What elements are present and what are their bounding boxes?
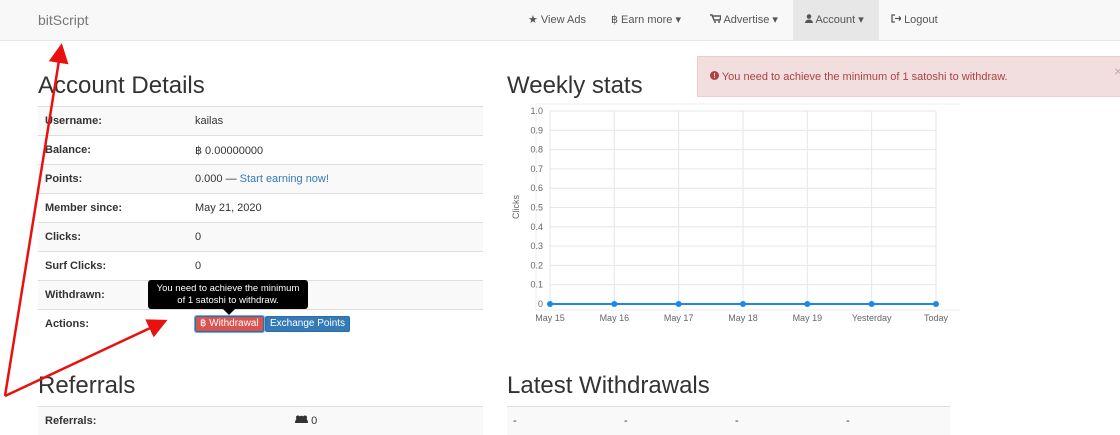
row-value: 0 bbox=[295, 415, 317, 427]
alert-body: You need to achieve the minimum of 1 sat… bbox=[710, 71, 1008, 83]
cell: - bbox=[624, 415, 628, 427]
cell: - bbox=[513, 415, 517, 427]
arrow bbox=[4, 319, 168, 398]
point bbox=[933, 301, 939, 307]
alert: You need to achieve the minimum of 1 sat… bbox=[697, 56, 1120, 97]
point bbox=[804, 301, 811, 307]
tooltip-arrow bbox=[223, 309, 235, 315]
table-row: Member since: May 21, 2020 bbox=[38, 193, 483, 222]
value-text: 0 bbox=[195, 231, 202, 243]
table-row: Points: 0.000 — Start earning now! bbox=[38, 164, 483, 193]
nav-view-ads[interactable]: ★ View Ads bbox=[528, 14, 586, 26]
x-tick-label: Today bbox=[924, 313, 949, 323]
table-row: Referrals: 0 bbox=[38, 406, 483, 435]
point bbox=[547, 301, 553, 307]
row-label: Points: bbox=[45, 173, 83, 185]
users-icon bbox=[295, 415, 308, 423]
row-value: kailas bbox=[195, 115, 223, 127]
cart-icon bbox=[710, 14, 722, 23]
row-value: ฿ 0.00000000 bbox=[195, 144, 263, 157]
y-axis-label: Clicks bbox=[511, 195, 521, 219]
value-text: ฿ 0.00000000 bbox=[195, 145, 264, 157]
table-row: Surf Clicks: 0 bbox=[38, 251, 483, 280]
button[interactable]: Exchange Points bbox=[265, 316, 351, 332]
nav-label: Account bbox=[815, 14, 856, 26]
y-tick-label: 0.2 bbox=[530, 260, 543, 270]
point bbox=[868, 301, 875, 307]
y-tick-label: 0.8 bbox=[530, 145, 543, 155]
nav-label: Advertise bbox=[723, 14, 770, 26]
value-text: kailas bbox=[195, 115, 224, 127]
navbar: bitScript ★ View Ads ฿ Earn more ▾ Adver… bbox=[0, 0, 1120, 41]
x-tick-label: May 18 bbox=[728, 313, 758, 323]
table-row: Username: kailas bbox=[38, 106, 483, 135]
cell: - bbox=[846, 415, 850, 427]
row-value: May 21, 2020 bbox=[195, 202, 262, 214]
value-text: 0 bbox=[195, 260, 202, 272]
x-tick-label: May 19 bbox=[793, 313, 823, 323]
cell: - bbox=[735, 415, 739, 427]
tooltip-line: of 1 satoshi to withdraw. bbox=[177, 295, 279, 306]
button[interactable]: ฿ Withdrawal bbox=[195, 316, 264, 332]
tooltip-line: You need to achieve the minimum bbox=[156, 283, 300, 294]
y-tick-label: 0.3 bbox=[530, 241, 543, 251]
table-row: Actions: ฿ Withdrawal Exchange Points bbox=[38, 309, 483, 338]
user-icon bbox=[805, 14, 813, 23]
y-tick-label: 0.1 bbox=[530, 280, 543, 290]
nav-earn-more[interactable]: ฿ Earn more ▾ bbox=[611, 14, 681, 26]
row-label: Surf Clicks: bbox=[45, 260, 107, 272]
point bbox=[740, 301, 746, 307]
referral-count: 0 bbox=[311, 415, 318, 427]
row-label: Clicks: bbox=[45, 231, 82, 243]
alert-icon bbox=[710, 71, 719, 80]
value-text: May 21, 2020 bbox=[195, 202, 262, 214]
nav-label: View Ads bbox=[540, 14, 586, 26]
section-title: Latest Withdrawals bbox=[507, 372, 710, 399]
x-tick-label: May 17 bbox=[664, 313, 694, 323]
table-row: - - - - bbox=[507, 406, 950, 435]
point bbox=[611, 301, 618, 307]
nav-logout[interactable]: Logout bbox=[879, 0, 950, 40]
y-tick-label: 0.7 bbox=[530, 164, 543, 174]
arrow bbox=[3, 43, 69, 397]
nav-label: ฿ Earn more bbox=[611, 14, 673, 26]
y-tick-label: 0.5 bbox=[530, 203, 543, 213]
section-title: Account Details bbox=[38, 72, 205, 99]
point bbox=[675, 301, 682, 307]
plot-border bbox=[535, 103, 960, 311]
y-tick-label: 0.9 bbox=[530, 125, 543, 135]
y-tick-label: 0 bbox=[538, 299, 543, 309]
y-tick-label: 1.0 bbox=[530, 106, 543, 116]
weekly-chart: 0 0.1 0.2 0.3 0.4 0.5 0.6 0.7 0.8 0.9 1.0 May 15 May… bbox=[511, 103, 960, 323]
section-title: Weekly stats bbox=[507, 72, 643, 99]
x-tick-label: May 16 bbox=[600, 313, 630, 323]
x-tick-label: May 15 bbox=[535, 313, 565, 323]
alert-message: You need to achieve the minimum of 1 sat… bbox=[721, 71, 1008, 83]
row-label: Referrals: bbox=[45, 415, 97, 427]
nav-label: Logout bbox=[904, 14, 938, 26]
table-row: Balance: ฿ 0.00000000 bbox=[38, 135, 483, 164]
nav-advertise[interactable]: Advertise ▾ bbox=[698, 0, 790, 40]
row-label: Actions: bbox=[45, 318, 89, 330]
y-tick-label: 0.6 bbox=[530, 183, 543, 193]
row-label: Withdrawn: bbox=[45, 289, 105, 301]
y-tick-label: 0.4 bbox=[530, 222, 543, 232]
table-row: Clicks: 0 bbox=[38, 222, 483, 251]
row-value: 0 bbox=[195, 260, 201, 272]
row-label: Username: bbox=[45, 115, 102, 127]
brand[interactable]: bitScript bbox=[38, 12, 89, 28]
x-tick-label: Yesterday bbox=[852, 313, 892, 323]
link[interactable]: Start earning now! bbox=[239, 173, 329, 185]
row-label: Member since: bbox=[45, 202, 123, 214]
nav-account[interactable]: Account ▾ bbox=[793, 0, 879, 40]
section-title: Referrals bbox=[38, 372, 136, 399]
value-text: 0.000 — bbox=[195, 173, 237, 185]
row-value: 0 bbox=[195, 231, 201, 243]
tooltip: You need to achieve the minimum of 1 sat… bbox=[148, 280, 308, 309]
row-label: Balance: bbox=[45, 144, 91, 156]
row-value: 0.000 — Start earning now! bbox=[195, 173, 329, 185]
alert-close[interactable]: × bbox=[1114, 63, 1120, 79]
